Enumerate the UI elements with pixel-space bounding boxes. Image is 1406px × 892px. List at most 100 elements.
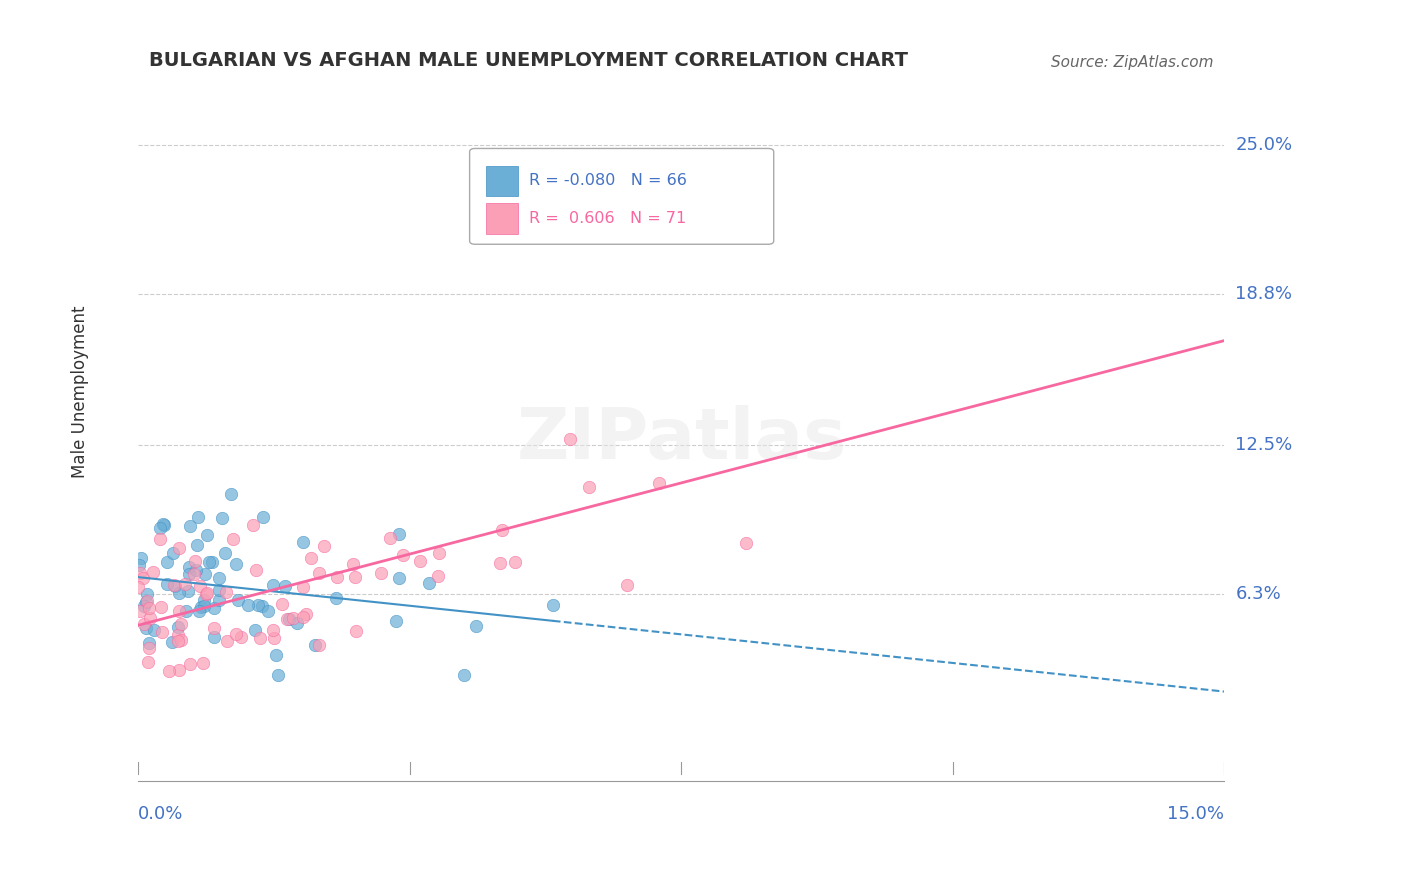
Point	[177, 584, 200, 599]
Point	[344, 624, 367, 638]
Point	[142, 565, 165, 579]
Point	[193, 599, 215, 613]
Point	[138, 641, 160, 656]
Point	[427, 569, 450, 583]
Point	[169, 617, 191, 632]
Point	[197, 586, 219, 600]
Point	[291, 535, 314, 549]
Point	[156, 555, 179, 569]
Point	[193, 593, 215, 607]
Text: 25.0%: 25.0%	[1236, 136, 1292, 154]
Point	[157, 665, 180, 679]
Point	[129, 550, 152, 565]
Point	[188, 579, 211, 593]
Point	[156, 577, 179, 591]
Point	[242, 518, 264, 533]
Point	[312, 539, 335, 553]
Text: BULGARIAN VS AFGHAN MALE UNEMPLOYMENT CORRELATION CHART: BULGARIAN VS AFGHAN MALE UNEMPLOYMENT CO…	[149, 51, 908, 70]
Point	[388, 527, 411, 541]
Point	[167, 620, 190, 634]
Point	[132, 617, 155, 632]
Point	[202, 621, 225, 635]
Point	[578, 480, 600, 494]
Point	[292, 580, 315, 594]
Point	[409, 554, 432, 568]
Point	[295, 607, 318, 621]
Point	[271, 597, 294, 611]
Text: 0.0%: 0.0%	[138, 805, 184, 823]
Point	[202, 630, 225, 644]
Point	[304, 638, 326, 652]
Text: 15.0%: 15.0%	[1167, 805, 1225, 823]
Point	[177, 560, 200, 574]
Point	[465, 619, 488, 633]
Point	[138, 636, 160, 650]
Point	[166, 628, 188, 642]
Point	[194, 587, 217, 601]
Point	[170, 633, 193, 648]
Point	[262, 578, 284, 592]
Point	[384, 614, 406, 628]
Bar	[486, 166, 519, 196]
Point	[541, 598, 564, 612]
Point	[169, 586, 191, 600]
Point	[245, 563, 267, 577]
Point	[165, 579, 187, 593]
Point	[308, 566, 330, 581]
Point	[187, 604, 209, 618]
Point	[252, 510, 274, 524]
Point	[263, 631, 285, 645]
Point	[162, 635, 184, 649]
Point	[194, 567, 217, 582]
Point	[169, 663, 191, 677]
Text: Male Unemployment: Male Unemployment	[72, 305, 90, 477]
Point	[243, 623, 266, 637]
Point	[152, 516, 174, 531]
Point	[453, 667, 475, 681]
Point	[128, 604, 150, 618]
Point	[191, 656, 214, 670]
Point	[167, 603, 190, 617]
Point	[174, 577, 197, 591]
Point	[276, 612, 298, 626]
Point	[190, 599, 212, 614]
Point	[558, 432, 581, 446]
Point	[127, 580, 149, 594]
Text: R = -0.080   N = 66: R = -0.080 N = 66	[529, 173, 688, 188]
Point	[132, 571, 155, 585]
Point	[308, 638, 330, 652]
Point	[208, 593, 231, 607]
Point	[186, 563, 208, 577]
Point	[325, 591, 347, 605]
Point	[505, 556, 527, 570]
Point	[214, 546, 236, 560]
Point	[616, 578, 638, 592]
Point	[343, 570, 366, 584]
Point	[195, 528, 218, 542]
Point	[342, 558, 364, 572]
Text: R =  0.606   N = 71: R = 0.606 N = 71	[529, 211, 686, 226]
Point	[378, 532, 401, 546]
Point	[149, 521, 172, 535]
Point	[292, 610, 315, 624]
Point	[208, 572, 231, 586]
Point	[186, 538, 208, 552]
Point	[179, 657, 201, 671]
Text: Source: ZipAtlas.com: Source: ZipAtlas.com	[1052, 54, 1213, 70]
Point	[225, 627, 247, 641]
Point	[256, 604, 278, 618]
Point	[274, 579, 297, 593]
FancyBboxPatch shape	[470, 148, 773, 244]
Point	[142, 623, 165, 637]
Point	[326, 570, 349, 584]
Point	[128, 566, 150, 580]
Point	[135, 595, 157, 609]
Point	[388, 571, 411, 585]
Point	[266, 648, 288, 663]
Point	[174, 604, 197, 618]
Point	[135, 621, 157, 635]
Point	[183, 567, 205, 582]
Text: ZIPatlas: ZIPatlas	[516, 405, 846, 474]
Point	[370, 566, 392, 581]
Point	[201, 555, 224, 569]
